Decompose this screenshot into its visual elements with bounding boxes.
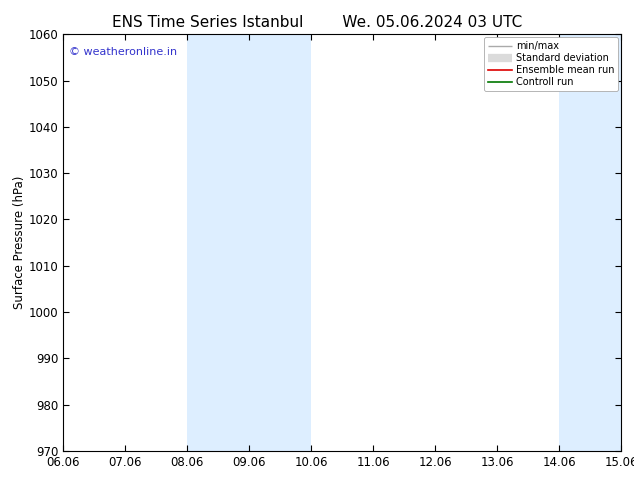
Text: ENS Time Series Istanbul        We. 05.06.2024 03 UTC: ENS Time Series Istanbul We. 05.06.2024 …: [112, 15, 522, 30]
Bar: [559, 34, 621, 451]
Y-axis label: Surface Pressure (hPa): Surface Pressure (hPa): [13, 176, 26, 309]
Text: © weatheronline.in: © weatheronline.in: [69, 47, 177, 57]
Legend: min/max, Standard deviation, Ensemble mean run, Controll run: min/max, Standard deviation, Ensemble me…: [484, 37, 618, 91]
Bar: [188, 34, 249, 451]
Bar: [249, 34, 311, 451]
